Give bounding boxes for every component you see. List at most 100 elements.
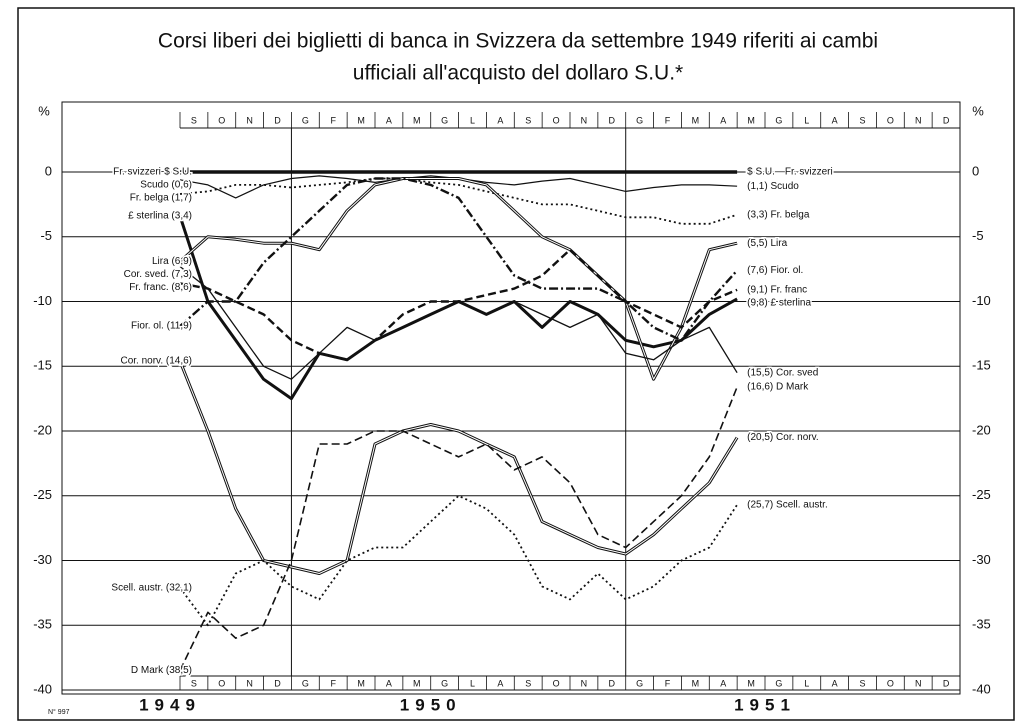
y-tick-label: -30 <box>33 552 52 567</box>
series-start-label: Scell. austr. (32,1) <box>111 582 192 593</box>
y-tick-label-right: -25 <box>972 487 991 502</box>
month-label: L <box>804 115 809 125</box>
year-label: 1949 <box>139 695 201 714</box>
month-label: D <box>609 678 616 688</box>
month-label: M <box>747 678 755 688</box>
series-start-label: Lira (6,9) <box>152 256 192 267</box>
month-label: N <box>581 115 588 125</box>
month-label: G <box>441 115 448 125</box>
chart-subtitle: ufficiali all'acquisto del dollaro S.U.* <box>353 62 683 85</box>
series-line <box>179 177 738 381</box>
y-tick-label-right: -35 <box>972 617 991 632</box>
series-start-label: £ sterlina (3,4) <box>128 211 192 222</box>
month-label: S <box>191 678 197 688</box>
month-label: A <box>720 678 726 688</box>
year-label: 1950 <box>400 695 462 714</box>
month-label: N <box>581 678 588 688</box>
month-label: D <box>274 678 281 688</box>
month-label: O <box>887 678 894 688</box>
y-tick-label-right: -15 <box>972 358 991 373</box>
y-tick-label: -20 <box>33 422 52 437</box>
series-end-label: (25,7) Scell. austr. <box>747 499 828 510</box>
month-label: S <box>191 115 197 125</box>
y-tick-label-right: -10 <box>972 293 991 308</box>
month-label: L <box>804 678 809 688</box>
month-label: G <box>302 115 309 125</box>
y-tick-label: -35 <box>33 617 52 632</box>
series-end-label: $ S.U.—Fr. svizzeri <box>747 167 833 178</box>
month-label: N <box>915 115 922 125</box>
month-label: F <box>665 115 671 125</box>
y-tick-label-right: -5 <box>972 228 984 243</box>
series-start-label: Fr. franc. (8,6) <box>129 282 192 293</box>
month-label: A <box>832 678 838 688</box>
month-label: G <box>636 115 643 125</box>
month-label: M <box>692 678 700 688</box>
month-label: M <box>413 115 421 125</box>
month-label: N <box>915 678 922 688</box>
y-tick-label-right: 0 <box>972 163 979 178</box>
month-label: F <box>665 678 671 688</box>
month-label: S <box>525 678 531 688</box>
plot-frame <box>61 101 961 695</box>
series-end-label: (20,5) Cor. norv. <box>747 432 819 443</box>
series-line <box>178 360 739 575</box>
series-start-label: Fr. belga (1,7) <box>130 193 192 204</box>
series-end-label: (1,1) Scudo <box>747 181 799 192</box>
chart-title: Corsi liberi dei biglietti di banca in S… <box>158 30 878 53</box>
month-label: M <box>413 678 421 688</box>
y-tick-label-right: -20 <box>972 422 991 437</box>
series-start-label: Fr. svizzeri-$ S.U. <box>113 167 192 178</box>
month-label: D <box>943 678 950 688</box>
series-end-label: (3,3) Fr. belga <box>747 209 810 220</box>
series-end-label: (5,5) Lira <box>747 238 787 249</box>
month-label: M <box>357 115 365 125</box>
month-label: G <box>775 678 782 688</box>
month-label: D <box>943 115 950 125</box>
month-label: F <box>330 678 336 688</box>
y-tick-label-right: -40 <box>972 681 991 696</box>
series-start-label: D Mark (38,5) <box>131 665 192 676</box>
month-label: S <box>859 115 865 125</box>
series-line <box>179 248 738 361</box>
y-tick-label: -40 <box>33 681 52 696</box>
month-label: L <box>470 115 475 125</box>
footnote: N° 997 <box>48 708 70 716</box>
y-tick-label: -25 <box>33 487 52 502</box>
y-tick-label: 0 <box>45 163 52 178</box>
series-end-label: (16,6) D Mark <box>747 382 809 393</box>
y-tick-label: -5 <box>40 228 52 243</box>
month-label: S <box>525 115 531 125</box>
y-tick-label: -10 <box>33 293 52 308</box>
series-line-inner <box>179 360 738 574</box>
month-label: M <box>692 115 700 125</box>
month-label: D <box>274 115 281 125</box>
year-label: 1951 <box>734 695 796 714</box>
y-tick-label: -15 <box>33 358 52 373</box>
series-start-label: Cor. norv. (14,6) <box>120 356 192 367</box>
month-label: G <box>302 678 309 688</box>
series-line-inner <box>179 178 738 380</box>
month-label: A <box>386 115 392 125</box>
month-label: A <box>497 678 503 688</box>
month-label: O <box>553 678 560 688</box>
month-label: G <box>775 115 782 125</box>
month-label: A <box>497 115 503 125</box>
series-line <box>179 386 738 671</box>
month-label: A <box>720 115 726 125</box>
series-end-label: (9,8) £ sterlina <box>747 297 811 308</box>
month-label: A <box>832 115 838 125</box>
y-unit-right: % <box>972 103 984 118</box>
outer-frame <box>17 7 1015 721</box>
month-label: O <box>218 115 225 125</box>
month-label: O <box>218 678 225 688</box>
series-line <box>179 177 738 342</box>
month-label: S <box>859 678 865 688</box>
month-label: M <box>747 115 755 125</box>
y-tick-label-right: -30 <box>972 552 991 567</box>
month-label: L <box>470 678 475 688</box>
month-label: N <box>246 115 253 125</box>
month-label: G <box>636 678 643 688</box>
month-label: D <box>609 115 616 125</box>
